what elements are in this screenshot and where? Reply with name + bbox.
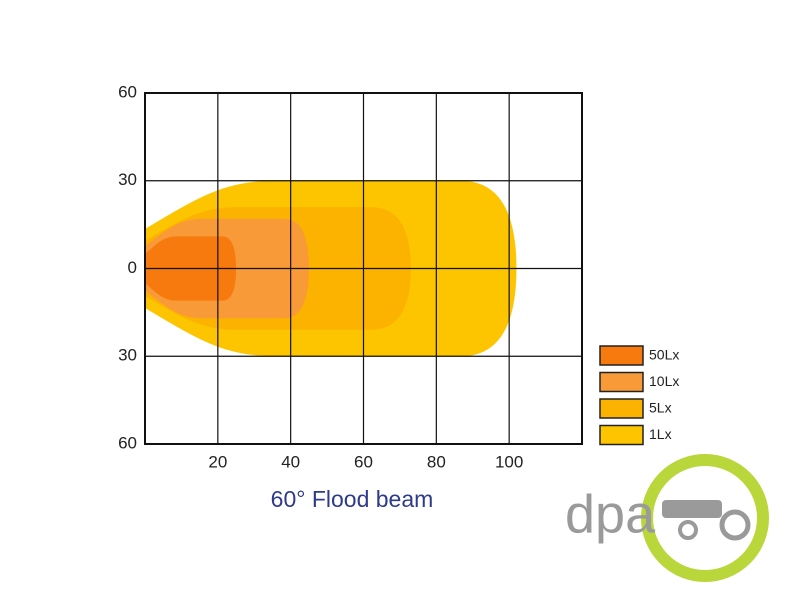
x-tick-label: 60: [354, 452, 373, 471]
watermark-logo: dpa: [565, 454, 769, 582]
legend: 50Lx 10Lx 5Lx 1Lx: [599, 345, 679, 446]
y-tick-label: 60: [118, 433, 137, 452]
x-tick-label: 80: [427, 452, 446, 471]
legend-swatch: [599, 345, 644, 366]
x-tick-label: 40: [281, 452, 300, 471]
y-tick-label: 30: [118, 346, 137, 365]
chart-title: 60° Flood beam: [271, 486, 434, 512]
legend-label: 10Lx: [649, 373, 679, 389]
plot-frame: [144, 92, 583, 445]
legend-label: 1Lx: [649, 426, 672, 442]
legend-label: 50Lx: [649, 347, 679, 363]
x-tick-label: 100: [495, 452, 523, 471]
legend-swatch: [599, 424, 644, 446]
logo-wheel: [678, 520, 698, 540]
legend-swatch: [599, 371, 644, 393]
y-tick-label: 30: [118, 170, 137, 189]
x-tick-label: 20: [208, 452, 227, 471]
logo-tractor: [662, 500, 722, 518]
legend-label: 5Lx: [649, 400, 672, 416]
legend-swatch: [599, 398, 644, 419]
y-tick-label: 0: [128, 258, 137, 277]
watermark: dpa: [565, 484, 656, 544]
y-tick-label: 60: [118, 82, 137, 101]
logo-wheel: [719, 509, 751, 541]
logo-ring: [641, 454, 769, 582]
